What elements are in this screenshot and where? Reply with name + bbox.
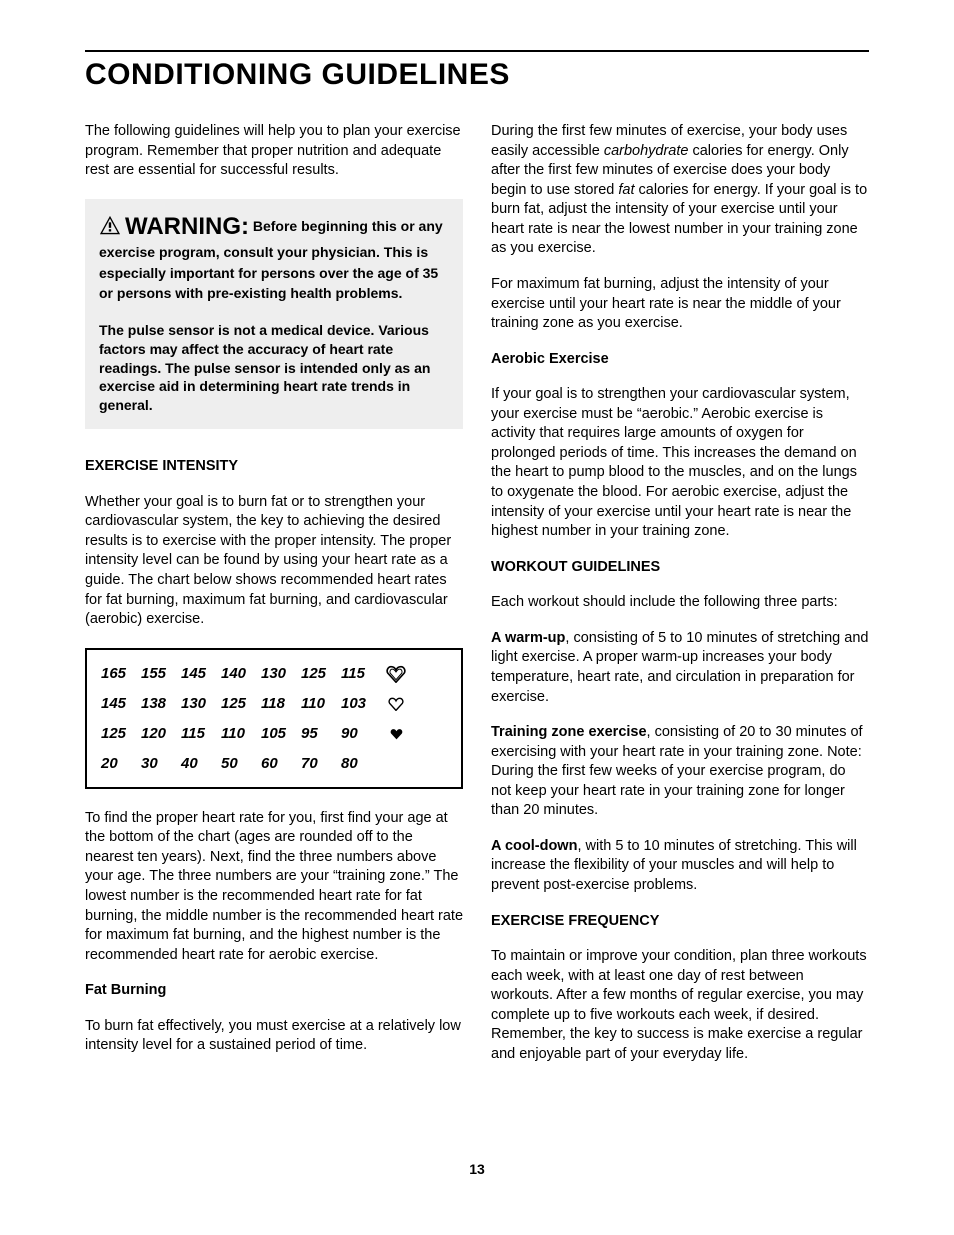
warning-box: WARNING: Before beginning this or any ex…: [85, 199, 463, 430]
workout-intro: Each workout should include the followin…: [491, 593, 869, 613]
chart-cell: 120: [141, 724, 181, 744]
training-zone-paragraph: Training zone exercise, consisting of 20…: [491, 723, 869, 821]
exercise-intensity-paragraph: Whether your goal is to burn fat or to s…: [85, 493, 463, 630]
chart-cell: 95: [301, 724, 341, 744]
chart-cell: 115: [341, 664, 381, 684]
chart-cell: 50: [221, 754, 261, 774]
heart-rate-chart: 165 155 145 140 130 125 115 145 138 130: [85, 648, 463, 789]
chart-cell: 90: [341, 724, 381, 744]
aerobic-paragraph: If your goal is to strengthen your cardi…: [491, 385, 869, 542]
left-column: The following guidelines will help you t…: [85, 122, 463, 1081]
warmup-paragraph: A warm-up, consisting of 5 to 10 minutes…: [491, 629, 869, 707]
exercise-intensity-heading: EXERCISE INTENSITY: [85, 457, 463, 477]
chart-cell: 110: [221, 724, 261, 744]
chart-cell: 30: [141, 754, 181, 774]
chart-cell: 145: [181, 664, 221, 684]
page-number: 13: [85, 1161, 869, 1177]
chart-cell: 125: [101, 724, 141, 744]
chart-cell: 145: [101, 694, 141, 714]
chart-cell: 130: [181, 694, 221, 714]
chart-cell: 140: [221, 664, 261, 684]
aerobic-heading: Aerobic Exercise: [491, 350, 869, 370]
warning-heading: WARNING:: [125, 213, 249, 240]
chart-cell: 80: [341, 754, 381, 774]
chart-cell: 60: [261, 754, 301, 774]
chart-row-maxfat: 145 138 130 125 118 110 103: [101, 694, 451, 714]
chart-cell: 155: [141, 664, 181, 684]
chart-cell: 130: [261, 664, 301, 684]
chart-cell: 70: [301, 754, 341, 774]
carbohydrate-word: carbohydrate: [604, 143, 689, 159]
cooldown-paragraph: A cool-down, with 5 to 10 minutes of str…: [491, 837, 869, 896]
chart-row-fat: 125 120 115 110 105 95 90: [101, 724, 451, 744]
cooldown-label: A cool-down: [491, 838, 577, 854]
chart-cell: 110: [301, 694, 341, 714]
two-column-layout: The following guidelines will help you t…: [85, 122, 869, 1081]
chart-cell: 105: [261, 724, 301, 744]
warning-text-2: The pulse sensor is not a medical device…: [99, 321, 449, 415]
warning-icon: [99, 215, 121, 235]
heart-outline-icon: [381, 697, 411, 711]
chart-row-age: 20 30 40 50 60 70 80: [101, 754, 451, 774]
chart-cell: 165: [101, 664, 141, 684]
training-label: Training zone exercise: [491, 724, 647, 740]
chart-cell: 20: [101, 754, 141, 774]
chart-cell: 125: [301, 664, 341, 684]
exercise-frequency-paragraph: To maintain or improve your condition, p…: [491, 947, 869, 1064]
chart-explanation: To find the proper heart rate for you, f…: [85, 809, 463, 966]
workout-guidelines-heading: WORKOUT GUIDELINES: [491, 558, 869, 578]
warmup-label: A warm-up: [491, 630, 565, 646]
fat-word: fat: [618, 182, 634, 198]
chart-cell: 40: [181, 754, 221, 774]
max-fat-burning-paragraph: For maximum fat burning, adjust the inte…: [491, 275, 869, 334]
fat-burning-paragraph: To burn fat effectively, you must exerci…: [85, 1017, 463, 1056]
top-rule: [85, 50, 869, 52]
carbohydrate-paragraph: During the first few minutes of exercise…: [491, 122, 869, 259]
fat-burning-heading: Fat Burning: [85, 981, 463, 1001]
page-title: CONDITIONING GUIDELINES: [85, 58, 869, 92]
heart-solid-icon: [381, 728, 411, 740]
chart-cell: 115: [181, 724, 221, 744]
chart-cell: 125: [221, 694, 261, 714]
heart-strong-icon: [381, 665, 411, 683]
chart-cell: 103: [341, 694, 381, 714]
chart-cell: 138: [141, 694, 181, 714]
intro-paragraph: The following guidelines will help you t…: [85, 122, 463, 181]
chart-row-aerobic: 165 155 145 140 130 125 115: [101, 664, 451, 684]
chart-cell: 118: [261, 694, 301, 714]
right-column: During the first few minutes of exercise…: [491, 122, 869, 1081]
exercise-frequency-heading: EXERCISE FREQUENCY: [491, 912, 869, 932]
